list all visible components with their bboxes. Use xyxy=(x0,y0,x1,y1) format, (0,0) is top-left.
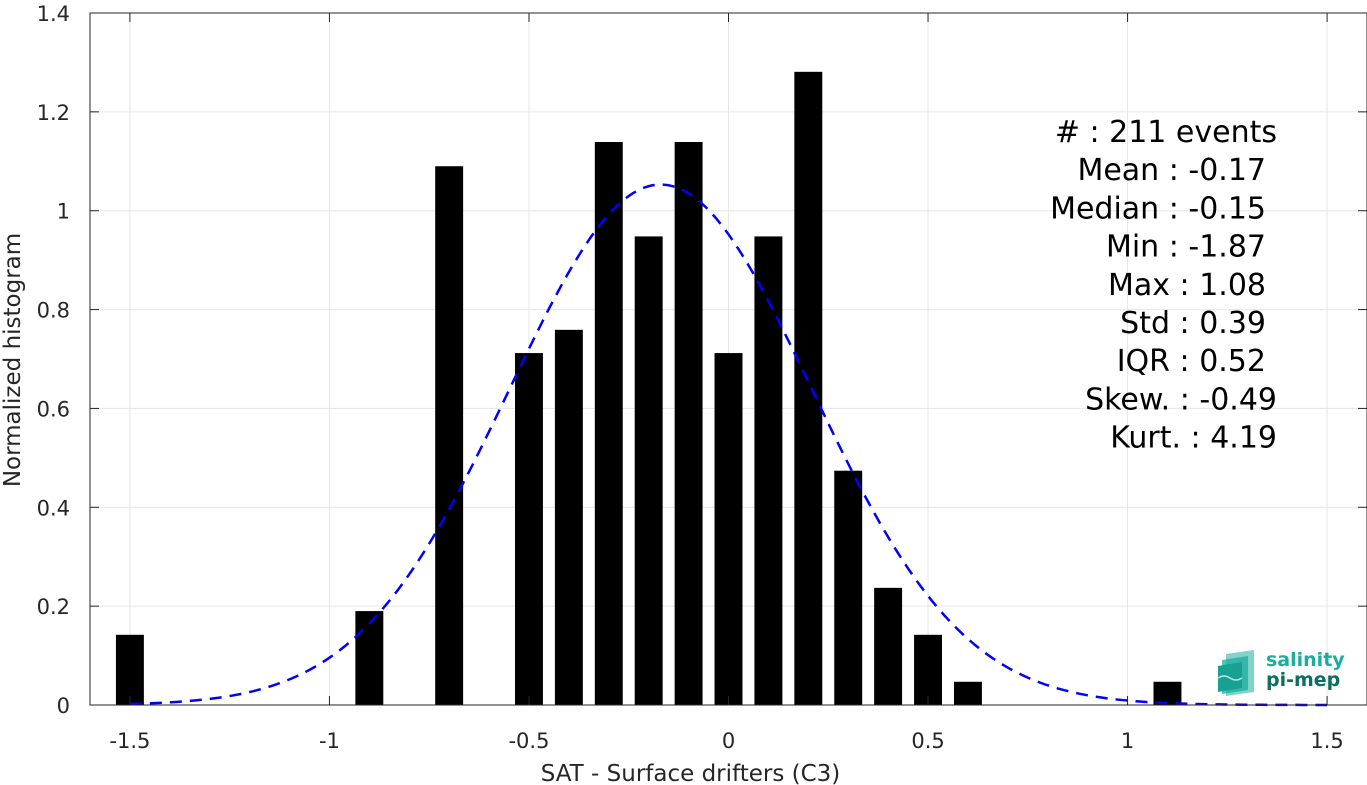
tick-marks xyxy=(90,12,1367,706)
salinity-pi-mep-logo: salinity pi-mep xyxy=(1217,649,1345,696)
stat-line: Kurt. : 4.19 xyxy=(1110,421,1277,456)
histogram-bar xyxy=(594,142,623,706)
histogram-bar xyxy=(953,681,982,705)
histogram-bar xyxy=(914,634,942,705)
logo-text-pi-mep: pi-mep xyxy=(1266,669,1340,691)
histogram-bar xyxy=(714,353,743,705)
x-tick-label: -1 xyxy=(319,729,340,753)
bars xyxy=(115,71,1182,706)
histogram-bar xyxy=(834,470,863,705)
x-tick-label: 0.5 xyxy=(911,729,944,753)
y-tick-label: 0 xyxy=(57,694,70,718)
histogram-bar xyxy=(554,329,583,705)
histogram-bar xyxy=(115,634,144,705)
x-tick-label: 0 xyxy=(722,729,735,753)
x-tick-label: 1.5 xyxy=(1310,729,1343,753)
stat-line: Min : -1.87 xyxy=(1106,230,1266,265)
y-tick-label: 1 xyxy=(57,200,70,224)
logo-text-salinity: salinity xyxy=(1266,649,1345,671)
histogram-bar xyxy=(435,166,464,705)
stat-line: Mean : -0.17 xyxy=(1077,153,1266,188)
stat-line: Max : 1.08 xyxy=(1108,268,1266,303)
stat-line: Skew. : -0.49 xyxy=(1085,382,1277,417)
x-tick-label: -1.5 xyxy=(109,729,150,753)
histogram-bar xyxy=(674,142,703,706)
stat-line: Std : 0.39 xyxy=(1120,306,1266,341)
x-tick-label: 1 xyxy=(1121,729,1134,753)
histogram-bar xyxy=(874,587,903,705)
stat-line: # : 211 events xyxy=(1055,115,1277,150)
histogram-bar xyxy=(515,353,543,705)
histogram-bar xyxy=(794,71,823,705)
x-tick-labels: -1.5 -1 -0.5 0 0.5 1 1.5 xyxy=(109,729,1343,753)
y-axis-label: Normalized histogram xyxy=(0,233,26,487)
stat-line: IQR : 0.52 xyxy=(1117,344,1266,379)
histogram-bar xyxy=(754,236,783,705)
y-tick-labels: 0 0.2 0.4 0.6 0.8 1 1.2 1.4 xyxy=(37,2,70,718)
y-tick-label: 1.2 xyxy=(37,101,70,125)
histogram-bar xyxy=(634,236,663,705)
stat-line: Median : -0.15 xyxy=(1050,191,1266,226)
y-tick-label: 0.6 xyxy=(37,397,70,421)
gaussian-fit-curve xyxy=(129,183,1328,707)
x-axis-label: SAT - Surface drifters (C3) xyxy=(541,761,841,785)
x-tick-label: -0.5 xyxy=(508,729,549,753)
y-tick-label: 0.2 xyxy=(37,595,70,619)
y-tick-label: 1.4 xyxy=(37,2,70,26)
y-tick-label: 0.4 xyxy=(37,496,70,520)
y-tick-label: 0.8 xyxy=(37,299,70,323)
histogram-bar xyxy=(355,611,384,705)
histogram-bar xyxy=(1153,681,1182,705)
